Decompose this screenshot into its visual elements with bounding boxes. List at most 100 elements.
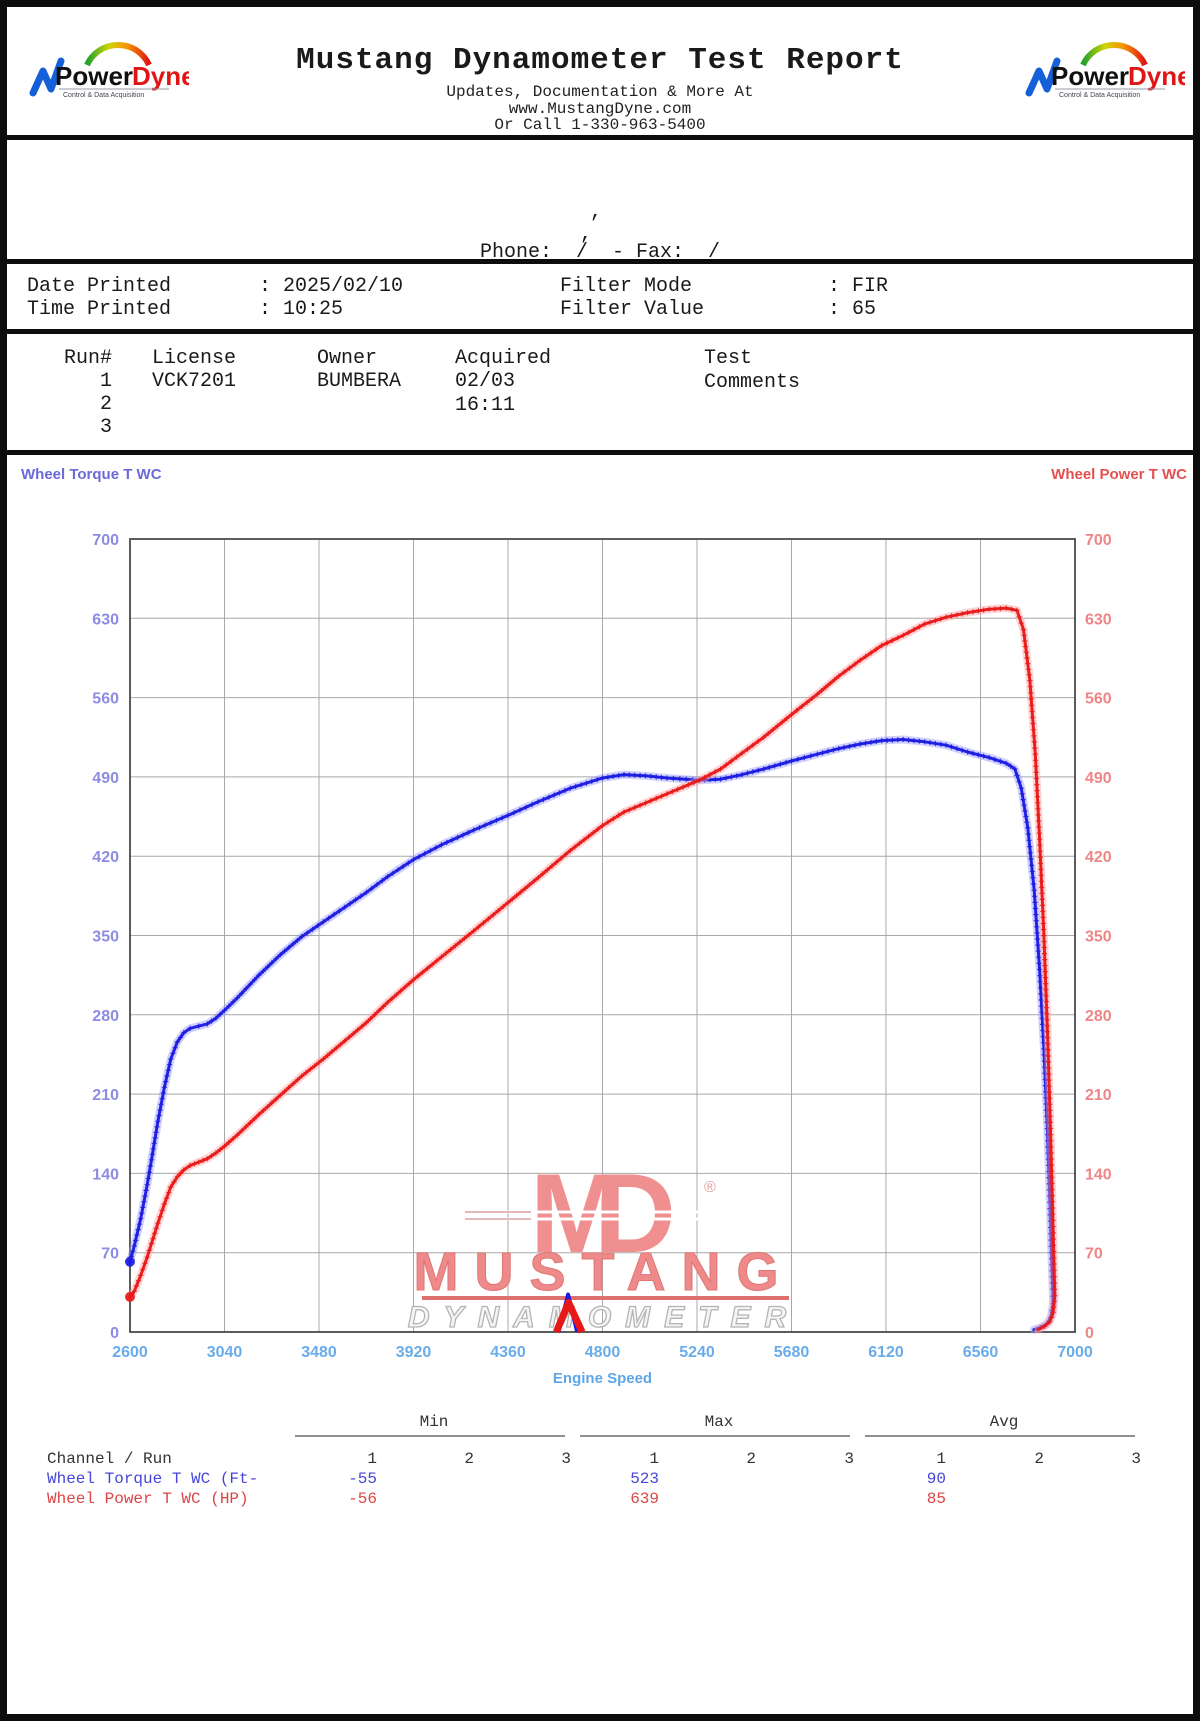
acquired-col-header: Acquired	[455, 347, 552, 370]
svg-text:2600: 2600	[112, 1344, 148, 1361]
left-axis-title: Wheel Torque T WC	[21, 466, 162, 483]
max-underline	[580, 1435, 850, 1437]
report-subtitle-3: Or Call 1-330-963-5400	[494, 116, 706, 134]
dyno-chart: MD ®MUSTANGDYNAMOMETER0701402102803504204…	[21, 466, 1187, 1387]
svg-text:560: 560	[1085, 691, 1112, 708]
power-value-col-7: 85	[926, 1490, 946, 1508]
run-number: 1	[99, 370, 112, 393]
time-printed-row: Time Printed : 10:25	[27, 298, 343, 322]
report-title: Mustang Dynamometer Test Report	[296, 43, 904, 78]
needle-icon	[29, 57, 65, 97]
x-axis-title: Engine Speed	[553, 1370, 652, 1387]
svg-text:4360: 4360	[490, 1344, 526, 1361]
svg-text:3920: 3920	[396, 1344, 432, 1361]
comments-col-header: Test Comments	[704, 347, 801, 394]
svg-text:7000: 7000	[1057, 1344, 1093, 1361]
customer-phone-fax: Phone: / - Fax: /	[479, 241, 721, 264]
summary-run-col-3: 3	[561, 1450, 571, 1468]
svg-text:0: 0	[110, 1325, 119, 1342]
power-curve	[125, 604, 1059, 1334]
max-group-header: Max	[704, 1413, 734, 1431]
power-curve-start-marker	[125, 1291, 135, 1302]
torque-value-col-1: -55	[348, 1470, 377, 1488]
filter-value-row: Filter Value : 65	[560, 298, 876, 322]
svg-text:Dyne: Dyne	[132, 61, 189, 91]
svg-text:630: 630	[1085, 611, 1112, 628]
filter-value-value: : 65	[828, 298, 877, 321]
filter-value-label: Filter Value	[560, 298, 705, 321]
run-owner: BUMBERA	[317, 370, 402, 393]
svg-text:Power: Power	[1051, 61, 1129, 91]
svg-text:210: 210	[92, 1087, 119, 1104]
svg-text:350: 350	[1085, 929, 1112, 946]
right-axis-title: Wheel Power T WC	[1051, 466, 1187, 483]
time-printed-label: Time Printed	[27, 298, 172, 321]
avg-underline	[865, 1435, 1135, 1437]
svg-text:Control & Data Acquisition: Control & Data Acquisition	[63, 92, 144, 99]
section-divider	[7, 135, 1193, 140]
customer-address-line-1: ,	[590, 201, 603, 224]
torque-value-col-4: 523	[630, 1470, 659, 1488]
summary-run-col-7: 1	[936, 1450, 946, 1468]
svg-text:70: 70	[1085, 1246, 1103, 1263]
svg-text:3480: 3480	[301, 1344, 337, 1361]
svg-text:280: 280	[1085, 1008, 1112, 1025]
date-printed-value: : 2025/02/10	[259, 275, 404, 298]
section-divider	[7, 329, 1193, 334]
summary-run-col-5: 2	[746, 1450, 756, 1468]
power-value-col-4: 639	[630, 1490, 659, 1508]
svg-text:210: 210	[1085, 1087, 1112, 1104]
svg-text:490: 490	[92, 770, 119, 787]
run-acquired: 02/03 16:11	[455, 370, 516, 417]
torque-curve-start-marker	[125, 1256, 135, 1267]
min-group-header: Min	[419, 1413, 449, 1431]
run-col-header: Run#	[64, 347, 113, 370]
filter-mode-value: : FIR	[828, 275, 889, 298]
report-subtitle-1: Updates, Documentation & More At	[446, 83, 754, 101]
channel-run-header: Channel / Run	[47, 1450, 172, 1468]
date-printed-row: Date Printed : 2025/02/10	[27, 275, 403, 299]
svg-text:DYNAMOMETER: DYNAMOMETER	[408, 1301, 800, 1334]
svg-text:700: 700	[1085, 532, 1112, 549]
svg-text:280: 280	[92, 1008, 119, 1025]
power-artifact-spike	[553, 1299, 586, 1334]
torque-value-col-7: 90	[926, 1470, 946, 1488]
svg-text:350: 350	[92, 929, 119, 946]
torque-row-label: Wheel Torque T WC (Ft-	[47, 1470, 259, 1488]
summary-run-col-2: 2	[464, 1450, 474, 1468]
svg-text:5680: 5680	[774, 1344, 810, 1361]
svg-text:700: 700	[92, 532, 119, 549]
svg-text:Control & Data Acquisition: Control & Data Acquisition	[1059, 92, 1140, 99]
x-axis-ticks: 2600 3040 3480 3920 4360 4800 5240 5680 6120 6560…	[112, 1344, 1093, 1361]
svg-text:MUSTANG: MUSTANG	[414, 1242, 795, 1302]
powerdyne-logo-left: Power Dyne Control & Data Acquisition	[29, 37, 196, 112]
svg-text:®: ®	[704, 1179, 716, 1196]
svg-text:Dyne: Dyne	[1128, 61, 1185, 91]
section-divider	[7, 259, 1193, 264]
run-number: 2	[99, 393, 112, 416]
time-printed-value: : 10:25	[259, 298, 344, 321]
summary-run-col-4: 1	[649, 1450, 659, 1468]
section-divider	[7, 450, 1193, 455]
svg-text:4800: 4800	[585, 1344, 621, 1361]
svg-text:490: 490	[1085, 770, 1112, 787]
svg-text:420: 420	[92, 849, 119, 866]
run-number: 3	[99, 416, 112, 439]
powerdyne-logo-right: Power Dyne Control & Data Acquisition	[1025, 37, 1192, 112]
svg-text:70: 70	[101, 1246, 119, 1263]
svg-text:630: 630	[92, 611, 119, 628]
report-subtitle-2: www.MustangDyne.com	[508, 100, 692, 118]
svg-text:6120: 6120	[868, 1344, 904, 1361]
date-printed-label: Date Printed	[27, 275, 172, 298]
summary-run-col-1: 1	[367, 1450, 377, 1468]
filter-mode-row: Filter Mode: FIR	[560, 275, 888, 299]
power-value-col-1: -56	[348, 1490, 377, 1508]
power-row-label: Wheel Power T WC (HP)	[47, 1490, 249, 1508]
svg-text:6560: 6560	[963, 1344, 999, 1361]
svg-text:560: 560	[92, 691, 119, 708]
right-axis-ticks: 0 70 140 210 280 350 420 490 560 630 700	[1085, 532, 1112, 1342]
svg-text:Power: Power	[55, 61, 133, 91]
summary-run-col-8: 2	[1034, 1450, 1044, 1468]
owner-col-header: Owner	[317, 347, 378, 370]
